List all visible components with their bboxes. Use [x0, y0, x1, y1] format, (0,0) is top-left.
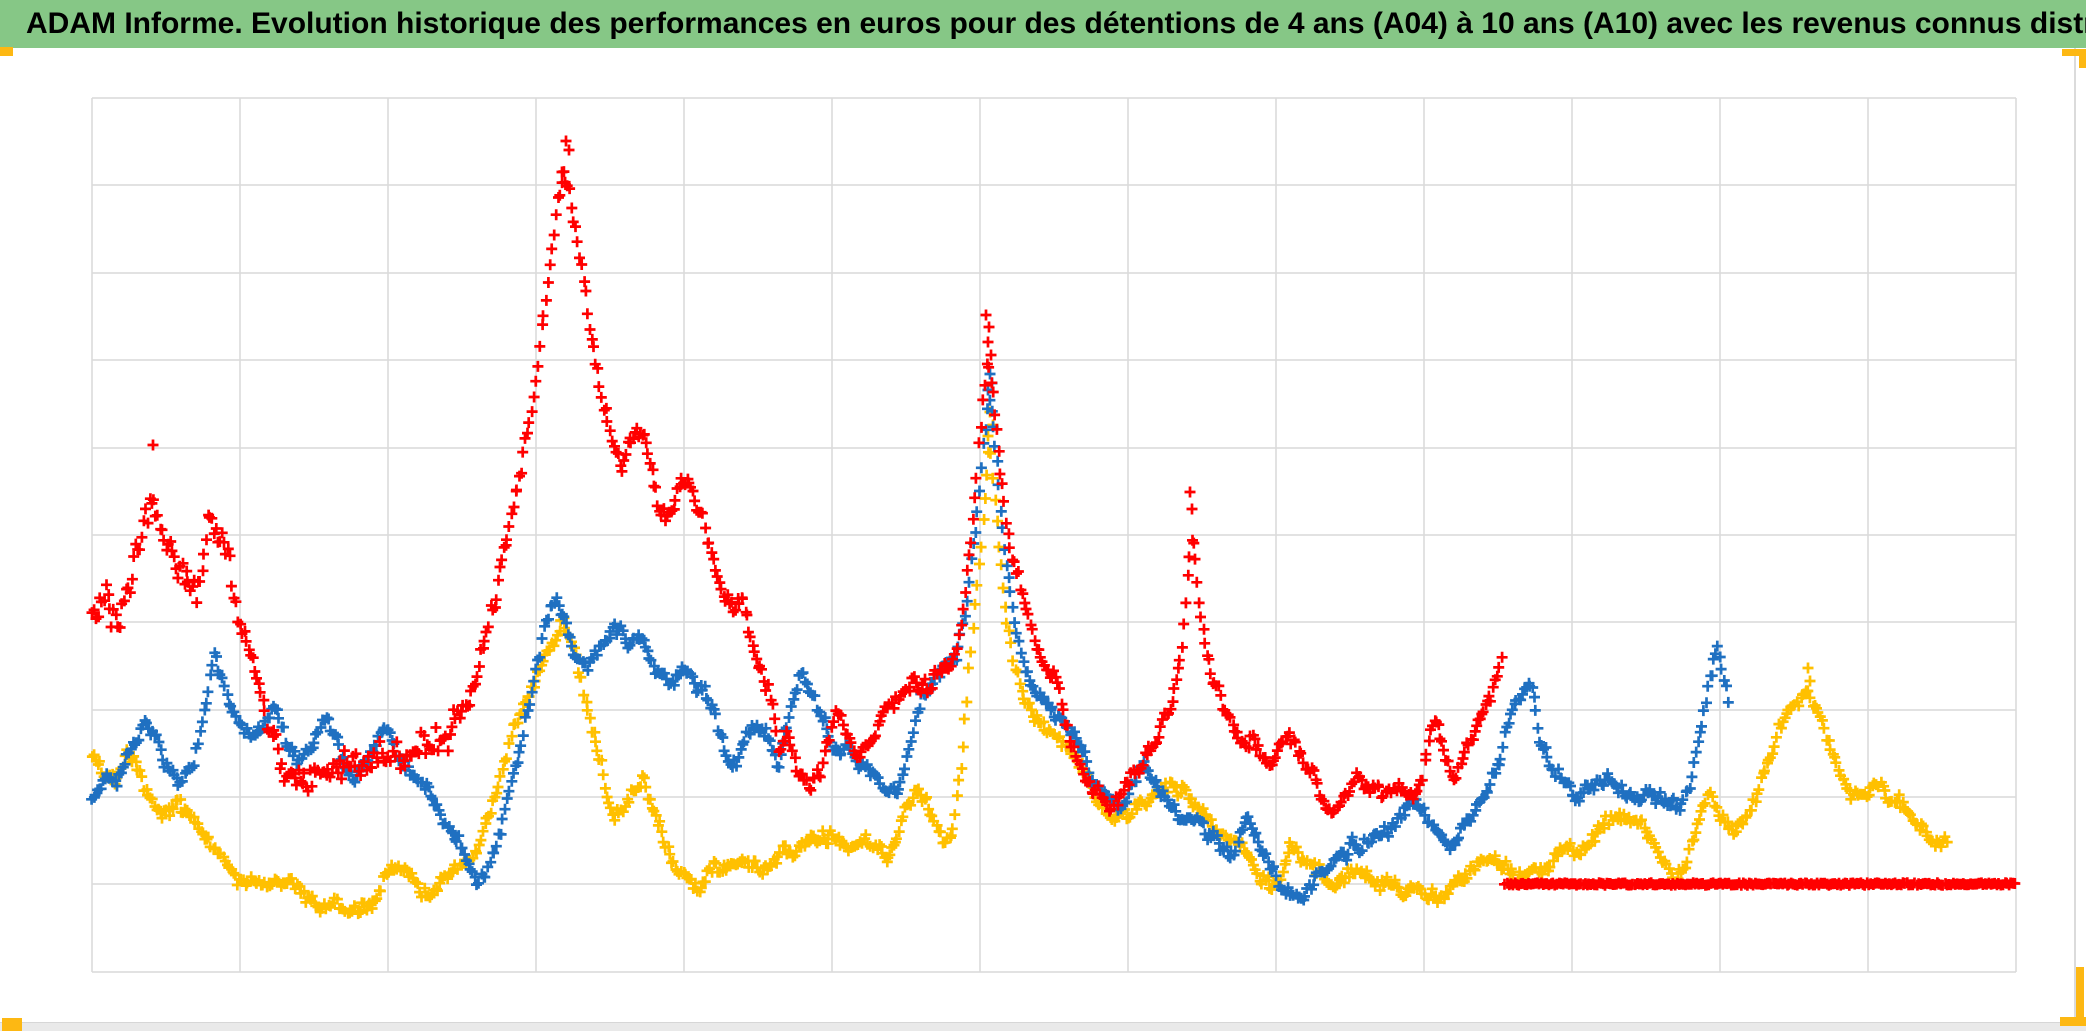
series-gold: [86, 406, 1953, 920]
selection-handle-top-right-stub[interactable]: [2079, 49, 2086, 68]
selection-handle-bottom-right[interactable]: [2060, 1017, 2086, 1026]
selection-handle-bottom-right-stub[interactable]: [2076, 967, 2084, 1026]
chart-title: ADAM Informe. Evolution historique des p…: [26, 7, 2086, 40]
series-blue: [86, 368, 1734, 906]
selection-handle-top-left[interactable]: [0, 47, 13, 56]
selection-handle-top-right[interactable]: [2062, 49, 2086, 56]
status-bar-strip: [0, 1022, 2086, 1031]
selection-handle-bottom-left[interactable]: [2, 1018, 22, 1031]
title-banner-cell[interactable]: ADAM Informe. Evolution historique des p…: [0, 0, 2086, 48]
chart-right-border: [2074, 48, 2076, 1022]
gridlines: [91, 97, 2017, 973]
series-red: [86, 135, 2021, 891]
chart-series: [86, 135, 2021, 920]
